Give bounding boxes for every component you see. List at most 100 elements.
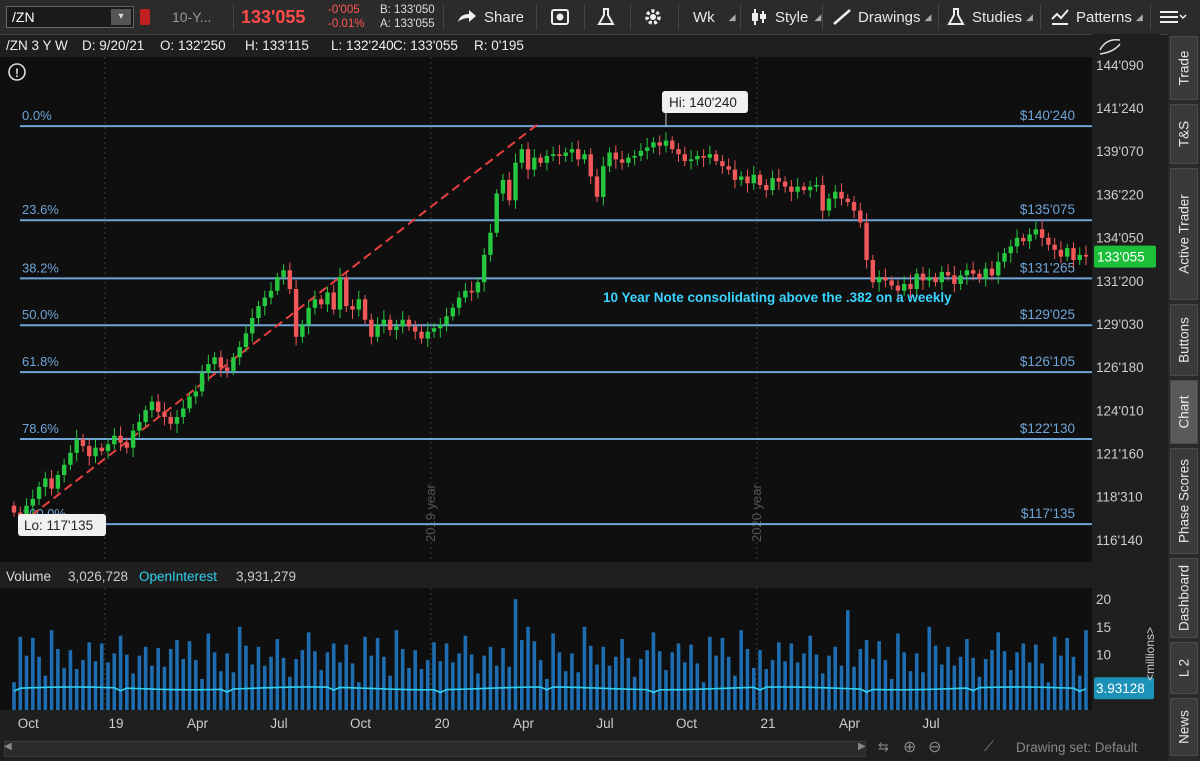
- sidebar-tab-dashboard[interactable]: Dashboard: [1170, 558, 1198, 638]
- timeframe-button[interactable]: Wk ◢: [693, 0, 736, 34]
- candle-body: [764, 184, 769, 191]
- candle-body: [1021, 237, 1026, 242]
- volume-bar: [488, 646, 493, 710]
- studies-button[interactable]: Studies ◢: [946, 0, 1033, 34]
- volume-bar: [883, 660, 888, 710]
- volume-bar: [795, 662, 800, 710]
- volume-bar: [889, 678, 894, 710]
- volume-bar: [175, 640, 179, 710]
- volume-bar: [31, 637, 35, 710]
- candle-body: [594, 176, 600, 197]
- candle-body: [789, 186, 794, 192]
- candle-body: [11, 505, 17, 513]
- symbol-dropdown-icon[interactable]: ▾: [111, 9, 131, 25]
- patterns-button[interactable]: Patterns ◢: [1050, 0, 1143, 34]
- volume-bar: [783, 661, 787, 710]
- volume-panel[interactable]: [0, 588, 1092, 710]
- pan-icon[interactable]: ⇆: [878, 739, 889, 754]
- volume-bar: [632, 676, 637, 710]
- scroll-left-icon[interactable]: ◀: [4, 741, 12, 752]
- price-axis[interactable]: 116'140 118'310 121'160 124'010 126'180 129'0…: [1092, 34, 1160, 710]
- candle-body: [162, 411, 167, 417]
- candle-body: [55, 474, 61, 489]
- volume-chart-svg[interactable]: [0, 588, 1092, 710]
- volume-bar: [444, 643, 449, 710]
- candle-body: [889, 280, 894, 286]
- candle-body: [1077, 254, 1082, 261]
- sidebar-tab-label: Chart: [1176, 395, 1192, 429]
- settings-button[interactable]: [643, 0, 663, 34]
- volume-bar: [708, 636, 712, 710]
- hamburger-menu-icon: [1160, 11, 1187, 23]
- log-scale-icon[interactable]: [1099, 38, 1121, 55]
- candle-body: [983, 268, 988, 279]
- fib-percent-label: 78.6%: [22, 421, 59, 436]
- candle-body: [952, 275, 957, 284]
- volume-bar: [927, 626, 932, 710]
- gear-icon: [645, 9, 661, 25]
- scroll-right-icon[interactable]: ▶: [858, 741, 866, 752]
- drawing-tool-icon[interactable]: ⟋: [984, 738, 994, 754]
- volume-bar: [858, 649, 863, 710]
- volume-bar: [12, 682, 16, 710]
- volume-bar: [946, 646, 950, 710]
- low-label-box: [18, 514, 106, 536]
- symbol-selector[interactable]: /ZN ▾: [6, 6, 134, 28]
- sidebar-tab-active-trader[interactable]: Active Trader: [1170, 168, 1198, 300]
- volume-axis-tick: 10: [1096, 648, 1111, 663]
- flask-button[interactable]: [596, 0, 616, 34]
- sidebar-tab-buttons[interactable]: Buttons: [1170, 304, 1198, 376]
- crosshair-icon[interactable]: ⊕: [903, 739, 917, 756]
- alert-icon[interactable]: [8, 63, 26, 81]
- volume-bar: [996, 632, 1001, 710]
- price-chart-panel[interactable]: 2019 year 2020 year 0.0% $140'240 23.6% $135'…: [0, 57, 1092, 562]
- alert-flag-icon[interactable]: [140, 9, 150, 25]
- candle-body: [739, 176, 744, 180]
- volume-bar: [225, 653, 229, 710]
- sidebar-tab-trade[interactable]: Trade: [1170, 36, 1198, 100]
- bar-range: R: 0'195: [474, 38, 524, 53]
- candle-body: [720, 161, 725, 167]
- candle-body: [105, 444, 111, 452]
- time-axis-tick: Jul: [922, 716, 939, 731]
- horizontal-scrollbar[interactable]: [4, 741, 866, 757]
- price-axis-svg[interactable]: 116'140 118'310 121'160 124'010 126'180 129'0…: [1092, 34, 1160, 710]
- volume-bar: [745, 649, 750, 710]
- chevron-down-icon: ◢: [1026, 11, 1033, 22]
- bottom-bar: ◀ ▶ ⇆ ⊕ ⊖ ⟋ Drawing set: Default: [0, 736, 1160, 761]
- price-chart-svg[interactable]: 2019 year 2020 year 0.0% $140'240 23.6% $135'…: [0, 57, 1092, 562]
- bid-ask-block: B: 133'050 A: 133'055: [380, 3, 435, 31]
- zoom-icon[interactable]: ⊖: [928, 739, 942, 756]
- candle-body: [49, 478, 54, 489]
- candle-body: [250, 318, 255, 334]
- chart-annotation[interactable]: 10 Year Note consolidating above the .38…: [603, 290, 952, 305]
- style-button[interactable]: Style ◢: [749, 0, 821, 34]
- volume-bar: [877, 641, 881, 710]
- candle-body: [713, 154, 719, 162]
- last-price-tag-text: 133'055: [1097, 250, 1145, 265]
- time-axis-svg[interactable]: Oct 19 Apr Jul Oct 20 Apr Jul Oct 21 Apr Jul: [0, 710, 1160, 736]
- chevron-down-icon: ◢: [728, 11, 736, 22]
- drawing-set-label[interactable]: Drawing set: Default: [1016, 740, 1138, 755]
- trend-line[interactable]: [19, 121, 542, 525]
- sidebar-tab-l-2[interactable]: L 2: [1170, 642, 1198, 694]
- sidebar-tab-phase-scores[interactable]: Phase Scores: [1170, 448, 1198, 554]
- drawings-button[interactable]: Drawings ◢: [832, 0, 931, 34]
- volume-bar: [965, 639, 969, 710]
- screenshot-button[interactable]: [550, 0, 572, 34]
- sidebar-tab-news[interactable]: News: [1170, 698, 1198, 756]
- share-button[interactable]: Share: [456, 0, 524, 34]
- candle-body: [682, 154, 687, 162]
- percent-change: -0.01%: [328, 18, 365, 30]
- volume-bar: [538, 660, 543, 710]
- time-axis[interactable]: Oct 19 Apr Jul Oct 20 Apr Jul Oct 21 Apr Jul: [0, 710, 1160, 736]
- sidebar-tab-t-s[interactable]: T&S: [1170, 104, 1198, 164]
- year-separator-label: 2020 year: [749, 484, 764, 542]
- sidebar-tab-chart[interactable]: Chart: [1170, 380, 1198, 444]
- more-button[interactable]: [1158, 0, 1188, 34]
- fib-price-label: $126'105: [1020, 354, 1075, 369]
- timeframe-label: Wk: [693, 8, 715, 26]
- volume-bar: [657, 651, 662, 710]
- volume-bar: [651, 632, 656, 710]
- candle-body: [431, 328, 437, 332]
